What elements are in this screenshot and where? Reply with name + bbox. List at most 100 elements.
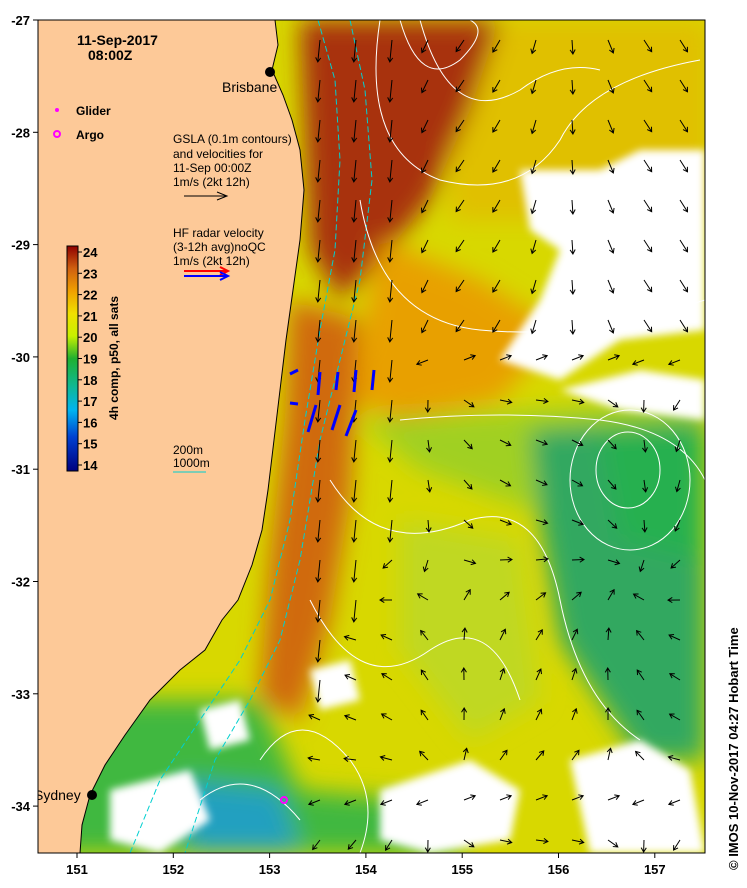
- velocity-arrow: [530, 199, 537, 215]
- lat-tick-label: -31: [11, 462, 30, 477]
- velocity-arrow: [420, 79, 429, 94]
- velocity-arrow: [315, 279, 322, 303]
- velocity-arrow: [424, 399, 431, 413]
- velocity-arrow: [636, 669, 645, 681]
- velocity-arrow: [422, 559, 429, 573]
- velocity-arrow: [667, 755, 681, 761]
- velocity-arrow: [679, 199, 689, 213]
- velocity-arrow: [347, 839, 357, 850]
- velocity-arrow: [607, 119, 615, 134]
- lat-tick-label: -28: [11, 125, 30, 140]
- velocity-arrow: [315, 119, 322, 143]
- velocity-arrow: [674, 479, 681, 493]
- velocity-arrow: [419, 750, 429, 761]
- velocity-arrow: [530, 79, 537, 95]
- velocity-arrow: [569, 239, 576, 255]
- glider-legend-label: Glider: [76, 104, 111, 118]
- velocity-arrow: [605, 707, 612, 721]
- velocity-arrow: [463, 354, 477, 361]
- velocity-arrow: [387, 319, 394, 343]
- velocity-arrow: [463, 479, 473, 490]
- velocity-arrow: [420, 39, 429, 54]
- velocity-arrow: [499, 667, 506, 681]
- depth-legend-200m: 200m: [173, 443, 203, 457]
- velocity-arrow: [668, 673, 681, 681]
- velocity-arrow: [679, 279, 689, 293]
- depth-legend-1000m: 1000m: [173, 456, 210, 470]
- velocity-arrow: [535, 439, 549, 446]
- velocity-arrow: [381, 673, 393, 681]
- velocity-arrow: [315, 679, 322, 703]
- velocity-arrow: [312, 839, 321, 851]
- colorbar-ramp: [66, 245, 79, 472]
- velocity-arrow: [667, 359, 681, 366]
- velocity-arrow: [643, 79, 653, 93]
- velocity-arrow: [343, 755, 357, 762]
- colorbar-tick-label: 17: [83, 394, 97, 409]
- velocity-arrow: [461, 707, 468, 721]
- plot-frame: [37, 19, 706, 854]
- velocity-arrow: [463, 794, 477, 801]
- velocity-arrow: [380, 633, 393, 641]
- velocity-arrow: [415, 799, 429, 806]
- lon-tick-label: 152: [162, 862, 184, 877]
- velocity-arrow: [679, 159, 689, 173]
- land-mass: [38, 20, 305, 853]
- colorbar-tick-label: 15: [83, 437, 97, 452]
- hf-note-line: 1m/s (2kt 12h): [173, 254, 250, 268]
- velocity-arrow: [492, 39, 501, 53]
- velocity-arrow: [455, 79, 465, 93]
- velocity-arrow: [679, 319, 689, 333]
- velocity-arrow: [460, 667, 467, 681]
- sydney-marker: [87, 790, 97, 800]
- glider-icon: [55, 108, 59, 112]
- velocity-arrow: [387, 479, 394, 503]
- velocity-arrow: [426, 439, 433, 453]
- velocity-arrow: [420, 629, 429, 641]
- velocity-arrow: [674, 439, 681, 453]
- velocity-arrow: [499, 628, 507, 641]
- velocity-arrow: [571, 398, 585, 405]
- velocity-arrow: [679, 119, 689, 133]
- velocity-arrow: [638, 559, 645, 573]
- lat-tick-label: -33: [11, 687, 30, 702]
- velocity-arrow: [492, 159, 501, 173]
- velocity-arrow: [640, 399, 647, 413]
- velocity-arrow: [530, 279, 537, 295]
- colorbar-tick-label: 19: [83, 352, 97, 367]
- velocity-arrows: [307, 39, 689, 853]
- velocity-arrow: [424, 839, 431, 853]
- velocity-arrow: [535, 708, 543, 721]
- sydney-label: Sydney: [34, 787, 81, 803]
- velocity-arrow: [643, 199, 653, 213]
- velocity-arrow: [307, 755, 321, 762]
- velocity-arrow: [351, 479, 358, 503]
- velocity-arrow: [607, 79, 615, 94]
- velocity-arrow: [606, 747, 613, 761]
- lat-tick-label: -32: [11, 575, 30, 590]
- velocity-arrow: [455, 39, 465, 53]
- velocity-arrow: [499, 794, 513, 801]
- velocity-arrow: [463, 839, 475, 848]
- velocity-arrow: [463, 519, 474, 529]
- velocity-arrow: [535, 556, 549, 563]
- velocity-arrow: [492, 239, 501, 253]
- velocity-arrow: [351, 599, 358, 623]
- velocity-arrow: [643, 239, 653, 253]
- velocity-arrow: [535, 628, 543, 641]
- velocity-arrow: [667, 799, 681, 806]
- velocity-arrow: [571, 794, 585, 801]
- velocity-arrow: [607, 199, 615, 214]
- velocity-arrow: [643, 279, 653, 293]
- velocity-arrow: [632, 593, 645, 601]
- lat-tick-label: -34: [11, 799, 31, 814]
- velocity-arrow: [530, 319, 537, 335]
- velocity-arrow: [351, 319, 358, 343]
- lon-tick-label: 154: [355, 862, 377, 877]
- velocity-arrow: [643, 39, 653, 53]
- velocity-arrow: [607, 439, 617, 450]
- lat-tick-label: -30: [11, 350, 30, 365]
- velocity-arrow: [535, 750, 545, 761]
- colorbar-label: 4h comp, p50, all sats: [107, 296, 121, 420]
- velocity-arrow: [387, 159, 394, 183]
